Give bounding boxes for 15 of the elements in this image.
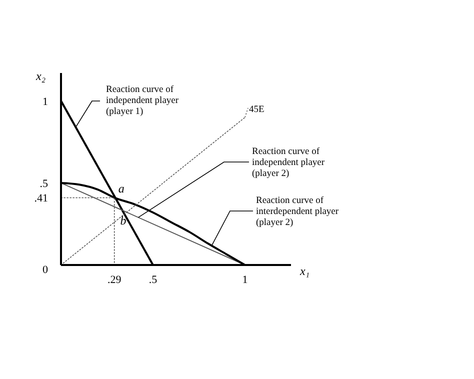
y-axis-title: x₂ [35, 69, 46, 83]
y-tick-label: .5 [40, 178, 48, 190]
x-tick-label: .5 [148, 274, 158, 286]
y-tick-label: 1 [42, 96, 48, 108]
annotation: 45E [249, 105, 264, 115]
y-tick-label: 0 [42, 264, 48, 276]
annotation: Reaction curve of independent player (player 1) [106, 85, 180, 117]
x-axis-title: x₁ [299, 264, 310, 278]
annotation: b [120, 213, 126, 228]
annotation: Reaction curve of interdependent player (player 2) [256, 196, 340, 228]
x-tick-label: .29 [107, 274, 122, 286]
annotation: Reaction curve of independent player (player 2) [252, 147, 326, 179]
y-tick-label: .41 [34, 192, 48, 205]
annotation: a [118, 182, 124, 196]
x-tick-label: 1 [242, 274, 248, 286]
